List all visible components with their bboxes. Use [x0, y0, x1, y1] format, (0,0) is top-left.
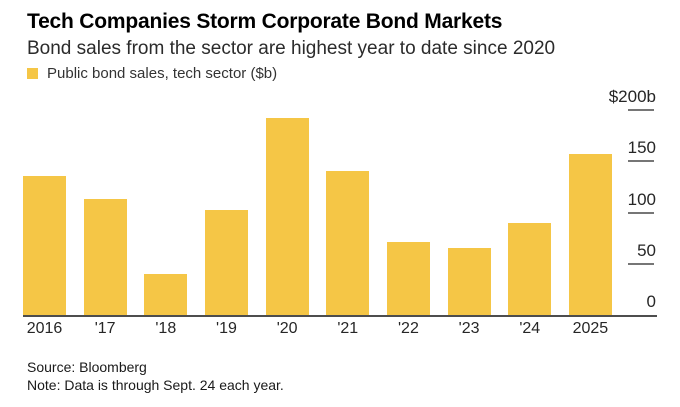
bar [386, 242, 430, 315]
x-axis-labels: 2016 '17 '18 '19 '20 '21 '22 '23 '24 2025 [23, 320, 612, 338]
chart-title: Tech Companies Storm Corporate Bond Mark… [27, 10, 503, 33]
chart-legend: Public bond sales, tech sector ($b) [27, 65, 277, 82]
x-axis-tick-label: '20 [276, 320, 298, 337]
x-axis-tick-label: 2025 [572, 320, 609, 337]
x-axis-tick-label: '17 [94, 320, 116, 337]
bars-container [23, 95, 612, 315]
x-axis-tick-label: '19 [216, 320, 237, 337]
y-axis-tick-mark [628, 160, 654, 163]
y-axis-tick-mark [628, 211, 654, 214]
x-axis-tick-label: '18 [155, 320, 177, 337]
legend-label: Public bond sales, tech sector ($b) [47, 65, 278, 82]
chart-footer: Source: Bloomberg Note: Data is through … [27, 358, 284, 394]
bar [265, 118, 309, 315]
bar [23, 176, 66, 315]
y-axis-tick-label: 100 [627, 189, 656, 209]
y-axis-tick-label: 150 [627, 138, 656, 158]
x-axis-tick-label: '22 [398, 320, 419, 337]
x-axis-baseline [23, 315, 657, 317]
y-axis-tick-label: $200b [608, 87, 656, 106]
chart-subtitle: Bond sales from the sector are highest y… [27, 38, 556, 59]
y-axis-tick-label: 0 [646, 292, 656, 311]
x-axis-tick-label: '21 [337, 320, 359, 337]
y-axis-tick-label: 50 [637, 240, 656, 260]
y-axis-tick-mark [628, 109, 654, 111]
bar [144, 274, 188, 315]
x-axis-tick-label: 2016 [26, 320, 63, 337]
bar [204, 210, 248, 315]
x-axis-tick-label: '24 [519, 320, 541, 337]
bar [326, 171, 370, 315]
source-note: Source: Bloomberg [27, 359, 147, 375]
y-axis-tick-mark [628, 262, 654, 265]
x-axis-tick-label: '23 [458, 320, 480, 337]
bar [508, 223, 552, 315]
legend-swatch-icon [27, 68, 38, 79]
bar [83, 199, 127, 315]
bar [568, 154, 612, 315]
data-note: Note: Data is through Sept. 24 each year… [27, 377, 284, 393]
bar [447, 248, 491, 315]
bar-chart: 0 50 100 150 $200b 2016 '17 '18 '19 '20 '21 '22 '23… [0, 88, 680, 340]
